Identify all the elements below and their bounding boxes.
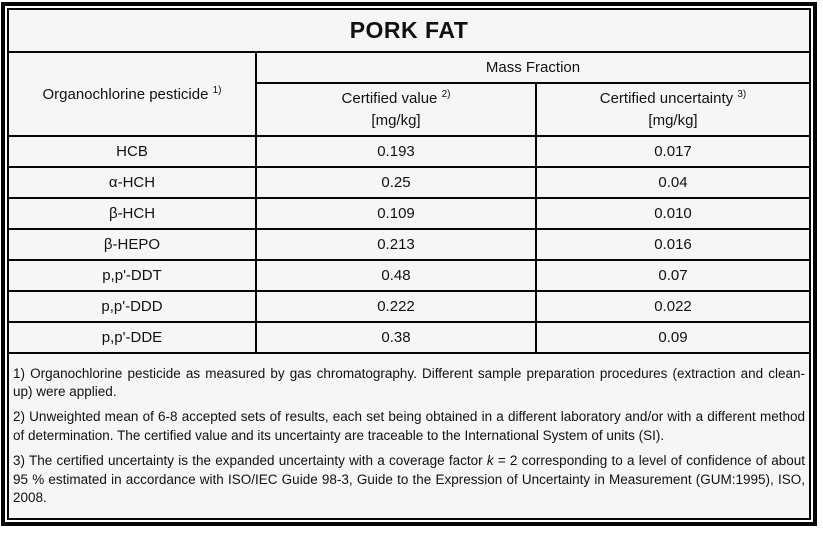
- certified-uncertainty-cell: 0.07: [535, 259, 811, 292]
- table-row: p,p'-DDE 0.38 0.09: [7, 321, 811, 354]
- header-row-sub: Certified value 2) [mg/kg] Certified unc…: [8, 82, 811, 137]
- certified-value-cell: 0.25: [255, 166, 537, 199]
- certified-value-cell: 0.193: [255, 135, 537, 168]
- certified-value-cell: 0.222: [255, 290, 537, 323]
- certified-value-label: Certified value: [341, 89, 438, 107]
- column-header-certified-value: Certified value 2) [mg/kg]: [255, 82, 537, 137]
- footnotes-row: 1) Organochlorine pesticide as measured …: [7, 352, 811, 520]
- table-row: β-HCH 0.109 0.010: [7, 197, 811, 230]
- certified-uncertainty-unit: [mg/kg]: [648, 111, 698, 129]
- column-header-pesticide: Organochlorine pesticide 1): [7, 51, 257, 137]
- certified-value-cell: 0.109: [255, 197, 537, 230]
- title-row: PORK FAT: [7, 8, 811, 53]
- certified-value-cell: 0.213: [255, 228, 537, 261]
- footnote-2: 2) Unweighted mean of 6-8 accepted sets …: [13, 409, 805, 443]
- footnote-1: 1) Organochlorine pesticide as measured …: [13, 365, 805, 400]
- table-row: β-HEPO 0.213 0.016: [7, 228, 811, 261]
- pesticide-header-footnote-ref: 1): [212, 84, 222, 96]
- pesticide-name-cell: α-HCH: [7, 166, 257, 199]
- column-header-certified-uncertainty: Certified uncertainty 3) [mg/kg]: [535, 82, 811, 137]
- table-row: p,p'-DDT 0.48 0.07: [7, 259, 811, 292]
- certified-uncertainty-label: Certified uncertainty: [599, 89, 734, 107]
- pesticide-name-cell: p,p'-DDT: [7, 259, 257, 292]
- pesticide-header-label: Organochlorine pesticide: [42, 85, 209, 103]
- pesticide-name-cell: β-HCH: [7, 197, 257, 230]
- certified-value-unit: [mg/kg]: [371, 111, 421, 129]
- pesticide-name-cell: p,p'-DDE: [7, 321, 257, 354]
- pesticide-name-cell: β-HEPO: [7, 228, 257, 261]
- certified-uncertainty-cell: 0.022: [535, 290, 811, 323]
- certified-value-footnote-ref: 2): [441, 88, 451, 100]
- certified-uncertainty-footnote-ref: 3): [737, 88, 747, 100]
- footnote-3-coverage-factor-symbol: k: [486, 453, 494, 469]
- footnote-3-text-end: = 2 corresponding to a level of confiden…: [13, 453, 805, 505]
- header-row-top: Organochlorine pesticide 1) Mass Fractio…: [7, 51, 811, 137]
- certified-uncertainty-cell: 0.09: [535, 321, 811, 354]
- table-row: p,p'-DDD 0.222 0.022: [7, 290, 811, 323]
- certified-uncertainty-cell: 0.016: [535, 228, 811, 261]
- page-title: PORK FAT: [7, 8, 811, 53]
- certified-uncertainty-cell: 0.04: [535, 166, 811, 199]
- certified-uncertainty-cell: 0.017: [535, 135, 811, 168]
- footnote-3-text-start: 3) The certified uncertainty is the expa…: [13, 453, 487, 469]
- certified-value-cell: 0.48: [255, 259, 537, 292]
- mass-fraction-header: Mass Fraction: [255, 51, 811, 84]
- table-row: α-HCH 0.25 0.04: [7, 166, 811, 199]
- table-outer-frame: PORK FAT Organochlorine pesticide 1) Mas…: [1, 2, 817, 526]
- certified-uncertainty-cell: 0.010: [535, 197, 811, 230]
- table-row: HCB 0.193 0.017: [7, 135, 811, 168]
- pesticide-name-cell: HCB: [7, 135, 257, 168]
- pesticide-name-cell: p,p'-DDD: [7, 290, 257, 323]
- certified-value-cell: 0.38: [255, 321, 537, 354]
- footnote-3: 3) The certified uncertainty is the expa…: [13, 452, 805, 507]
- footnotes-cell: 1) Organochlorine pesticide as measured …: [7, 352, 811, 520]
- pork-fat-certificate-table: PORK FAT Organochlorine pesticide 1) Mas…: [7, 8, 811, 520]
